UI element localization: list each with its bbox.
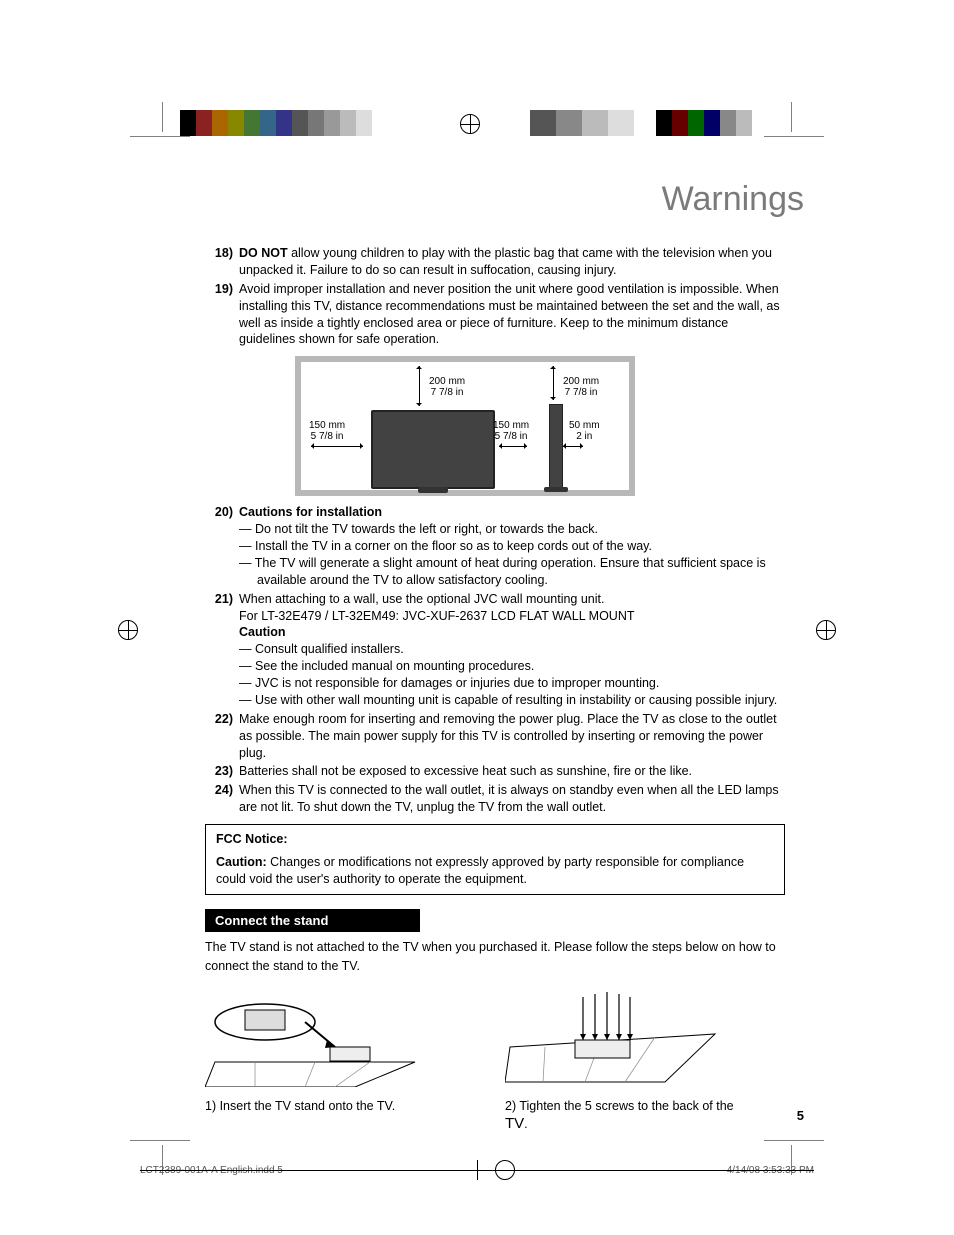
emphasis: DO NOT (239, 246, 288, 260)
sub-item: The TV will generate a slight amount of … (239, 555, 785, 589)
sub-item: Consult qualified installers. (239, 641, 785, 658)
list-item-18: 18) DO NOT allow young children to play … (205, 245, 785, 279)
crop-mark (764, 1140, 824, 1141)
fcc-heading: FCC Notice: (216, 832, 288, 846)
text: 2) Tighten the 5 screws to the back of t… (505, 1099, 734, 1113)
stand-figures: 1) Insert the TV stand onto the TV. (205, 992, 785, 1135)
registration-mark-icon (816, 620, 836, 640)
printer-marks-top (0, 102, 954, 142)
figure-2: 2) Tighten the 5 screws to the back of t… (505, 992, 745, 1135)
figure-1: 1) Insert the TV stand onto the TV. (205, 992, 445, 1135)
list-item-23: 23) Batteries shall not be exposed to ex… (205, 763, 785, 780)
stand-screws-icon (505, 992, 725, 1087)
dim-label: 7 7/8 in (431, 387, 464, 398)
item-body: When this TV is connected to the wall ou… (239, 782, 785, 816)
dim-label: 7 7/8 in (565, 387, 598, 398)
registration-mark-icon (460, 114, 480, 134)
item-heading: Cautions for installation (239, 505, 382, 519)
registration-mark-icon (495, 1160, 515, 1180)
dim-label: 5 7/8 in (495, 431, 528, 442)
text: . (524, 1117, 527, 1131)
item-body: Cautions for installation Do not tilt th… (239, 504, 785, 588)
list-item-19: 19) Avoid improper installation and neve… (205, 281, 785, 349)
dim-label: 150 mm (309, 420, 345, 431)
figure-caption: 2) Tighten the 5 screws to the back of t… (505, 1098, 745, 1135)
text: For LT-32E479 / LT-32EM49: JVC-XUF-2637 … (239, 608, 785, 625)
item-number: 21) (205, 591, 239, 709)
item-number: 20) (205, 504, 239, 588)
dim-label: 5 7/8 in (311, 431, 344, 442)
section-heading-connect-stand: Connect the stand (205, 909, 420, 933)
sub-item: Do not tilt the TV towards the left or r… (239, 521, 785, 538)
list-item-21: 21) When attaching to a wall, use the op… (205, 591, 785, 709)
fcc-text: Changes or modifications not expressly a… (216, 855, 744, 886)
connect-intro: The TV stand is not attached to the TV w… (205, 938, 785, 976)
list-item-24: 24) When this TV is connected to the wal… (205, 782, 785, 816)
registration-mark-icon (118, 620, 138, 640)
fcc-caution-label: Caution: (216, 855, 267, 869)
item-body: When attaching to a wall, use the option… (239, 591, 785, 709)
text: When attaching to a wall, use the option… (239, 591, 785, 608)
dim-label: 2 in (576, 431, 592, 442)
item-number: 23) (205, 763, 239, 780)
text: allow young children to play with the pl… (239, 246, 772, 277)
color-bar-right (530, 110, 752, 136)
sub-item: See the included manual on mounting proc… (239, 658, 785, 675)
content-area: 18) DO NOT allow young children to play … (205, 245, 785, 1135)
list-item-22: 22) Make enough room for inserting and r… (205, 711, 785, 762)
text: TV (505, 1115, 524, 1132)
item-body: Batteries shall not be exposed to excess… (239, 763, 785, 780)
stand-insert-icon (205, 992, 425, 1087)
item-body: Avoid improper installation and never po… (239, 281, 785, 349)
dim-label: 200 mm (563, 376, 599, 387)
clearance-diagram: 200 mm7 7/8 in 150 mm5 7/8 in 150 mm5 7/… (295, 356, 635, 496)
tv-front-icon (371, 410, 495, 489)
item-number: 24) (205, 782, 239, 816)
dim-label: 50 mm (569, 420, 600, 431)
list-item-20: 20) Cautions for installation Do not til… (205, 504, 785, 588)
sub-item: Install the TV in a corner on the floor … (239, 538, 785, 555)
page-number: 5 (797, 1108, 804, 1123)
item-number: 18) (205, 245, 239, 279)
item-number: 19) (205, 281, 239, 349)
sub-item: Use with other wall mounting unit is cap… (239, 692, 785, 709)
figure-caption: 1) Insert the TV stand onto the TV. (205, 1098, 445, 1115)
dim-label: 200 mm (429, 376, 465, 387)
crop-mark (130, 1140, 190, 1141)
item-body: Make enough room for inserting and remov… (239, 711, 785, 762)
caution-label: Caution (239, 625, 286, 639)
dim-label: 150 mm (493, 420, 529, 431)
sub-item: JVC is not responsible for damages or in… (239, 675, 785, 692)
color-bar-left (180, 110, 372, 136)
footer: LCT2389-001A-A English.indd 5 4/14/08 3:… (140, 1160, 814, 1180)
item-body: DO NOT allow young children to play with… (239, 245, 785, 279)
item-number: 22) (205, 711, 239, 762)
fcc-notice-box: FCC Notice: Caution: Changes or modifica… (205, 824, 785, 895)
page: Warnings 18) DO NOT allow young children… (0, 0, 954, 1235)
page-title: Warnings (662, 180, 804, 219)
